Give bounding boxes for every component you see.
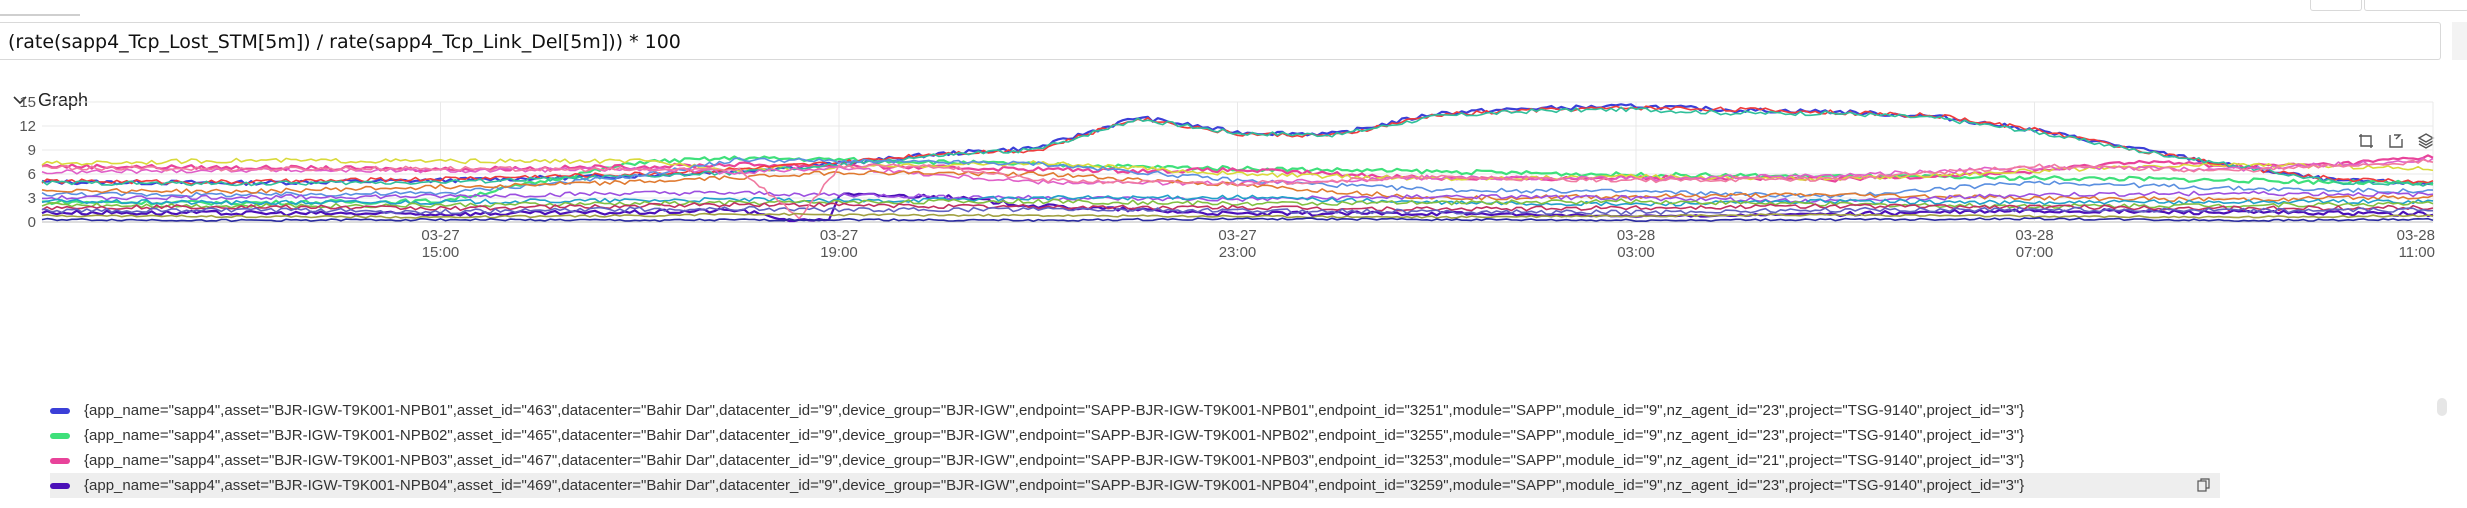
x-tick-time-label: 07:00 bbox=[2016, 244, 2054, 261]
x-tick-time-label: 03:00 bbox=[1617, 244, 1655, 261]
chevron-down-icon bbox=[13, 96, 27, 105]
x-tick-date-label: 03-28 bbox=[2015, 227, 2053, 244]
x-tick-date-label: 03-28 bbox=[1617, 227, 1655, 244]
toolbar-button[interactable] bbox=[2310, 0, 2362, 11]
copy-icon[interactable] bbox=[2196, 477, 2212, 493]
legend-item[interactable]: {app_name="sapp4",asset="BJR-IGW-T9K001-… bbox=[50, 423, 2220, 448]
legend-label: {app_name="sapp4",asset="BJR-IGW-T9K001-… bbox=[84, 452, 2025, 469]
legend-label: {app_name="sapp4",asset="BJR-IGW-T9K001-… bbox=[84, 402, 2025, 419]
toolbar-button[interactable] bbox=[2364, 0, 2467, 11]
series-line[interactable] bbox=[41, 105, 2434, 185]
y-tick-label: 0 bbox=[28, 214, 36, 231]
scrollbar[interactable] bbox=[2452, 22, 2467, 60]
graph-section-toggle[interactable]: Graph bbox=[10, 88, 88, 112]
y-tick-label: 12 bbox=[19, 118, 36, 135]
y-tick-label: 3 bbox=[28, 190, 36, 207]
series-line[interactable] bbox=[41, 198, 2434, 209]
series-line[interactable] bbox=[41, 194, 2434, 207]
series-line[interactable] bbox=[41, 157, 2434, 199]
scrollbar-thumb[interactable] bbox=[2437, 398, 2447, 416]
legend-label: {app_name="sapp4",asset="BJR-IGW-T9K001-… bbox=[84, 427, 2025, 444]
series-line[interactable] bbox=[41, 201, 2434, 212]
reset-zoom-icon[interactable] bbox=[2386, 131, 2406, 151]
series-line[interactable] bbox=[42, 190, 2434, 204]
series-line[interactable] bbox=[41, 158, 2434, 220]
y-tick-label: 6 bbox=[28, 166, 36, 183]
x-tick-date-label: 03-27 bbox=[421, 227, 459, 244]
legend-scrollbar[interactable] bbox=[2436, 398, 2448, 508]
chart-axes: 0369121503-2715:0003-2719:0003-2723:0003… bbox=[19, 94, 2435, 261]
series-line[interactable] bbox=[41, 212, 2434, 219]
graph-section-label: Graph bbox=[38, 89, 89, 110]
series-line[interactable] bbox=[41, 106, 2434, 187]
legend-swatch bbox=[50, 457, 70, 464]
legend-swatch bbox=[50, 407, 70, 414]
chart-toolbar bbox=[2356, 131, 2436, 151]
chart-legend: {app_name="sapp4",asset="BJR-IGW-T9K001-… bbox=[50, 398, 2220, 498]
legend-item[interactable]: {app_name="sapp4",asset="BJR-IGW-T9K001-… bbox=[50, 398, 2220, 423]
query-expression-input[interactable]: (rate(sapp4_Tcp_Lost_STM[5m]) / rate(sap… bbox=[0, 22, 2441, 60]
x-tick-time-label: 15:00 bbox=[422, 244, 460, 261]
y-tick-label: 15 bbox=[19, 94, 36, 111]
legend-label: {app_name="sapp4",asset="BJR-IGW-T9K001-… bbox=[84, 477, 2025, 494]
legend-swatch bbox=[50, 482, 70, 489]
chart-grid bbox=[42, 101, 2434, 223]
x-tick-time-label: 19:00 bbox=[820, 244, 858, 261]
x-tick-date-label: 03-27 bbox=[1218, 227, 1256, 244]
zoom-icon[interactable] bbox=[2356, 131, 2376, 151]
legend-item[interactable]: {app_name="sapp4",asset="BJR-IGW-T9K001-… bbox=[50, 448, 2220, 473]
stack-icon[interactable] bbox=[2416, 131, 2436, 151]
y-tick-label: 9 bbox=[28, 142, 36, 159]
top-toolbar bbox=[0, 0, 2467, 16]
series-line[interactable] bbox=[41, 217, 2434, 223]
legend-swatch bbox=[50, 432, 70, 439]
x-tick-time-label: 11:00 bbox=[2399, 244, 2435, 261]
chart-series bbox=[41, 103, 2434, 223]
series-line[interactable] bbox=[41, 205, 2433, 216]
x-tick-date-label: 03-27 bbox=[820, 227, 858, 244]
time-series-chart[interactable]: 0369121503-2715:0003-2719:0003-2723:0003… bbox=[0, 90, 2467, 330]
x-tick-date-label: 03-28 bbox=[2397, 227, 2435, 244]
x-tick-time-label: 23:00 bbox=[1219, 244, 1257, 261]
series-line[interactable] bbox=[41, 157, 2434, 182]
legend-item[interactable]: {app_name="sapp4",asset="BJR-IGW-T9K001-… bbox=[50, 473, 2220, 498]
tab-underline bbox=[0, 14, 80, 16]
